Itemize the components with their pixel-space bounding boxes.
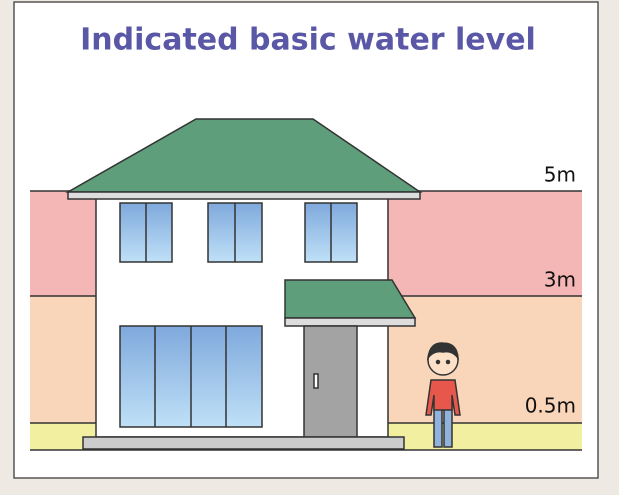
level-label: 3m — [544, 268, 576, 292]
base — [83, 437, 404, 449]
eave — [68, 192, 420, 199]
door-handle — [314, 374, 318, 388]
porch-eave — [285, 318, 415, 326]
porch-roof — [285, 280, 415, 318]
page: Indicated basic water level 5m 3m 0.5m — [0, 0, 619, 495]
illustration: Indicated basic water level 5m 3m 0.5m — [0, 0, 619, 495]
level-label: 5m — [544, 163, 576, 187]
door — [304, 326, 357, 437]
level-label: 0.5m — [525, 394, 576, 418]
house — [68, 119, 420, 449]
title: Indicated basic water level — [80, 23, 536, 58]
